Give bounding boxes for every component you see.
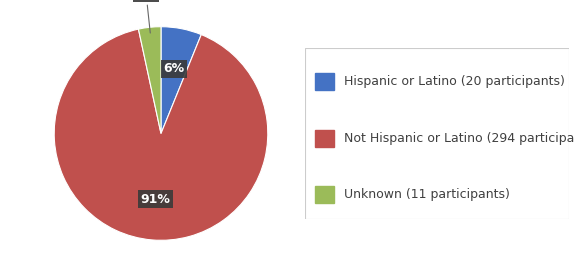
- Text: 6%: 6%: [163, 62, 184, 75]
- Wedge shape: [54, 29, 268, 240]
- Text: Not Hispanic or Latino (294 participants): Not Hispanic or Latino (294 participants…: [344, 132, 575, 145]
- Wedge shape: [139, 27, 161, 134]
- Wedge shape: [161, 27, 201, 134]
- Bar: [315, 130, 334, 147]
- Bar: [315, 73, 334, 90]
- Bar: [315, 186, 334, 203]
- Text: 3%: 3%: [136, 0, 156, 33]
- Text: Unknown (11 participants): Unknown (11 participants): [344, 188, 510, 201]
- Text: 91%: 91%: [140, 193, 170, 206]
- Text: Hispanic or Latino (20 participants): Hispanic or Latino (20 participants): [344, 75, 565, 88]
